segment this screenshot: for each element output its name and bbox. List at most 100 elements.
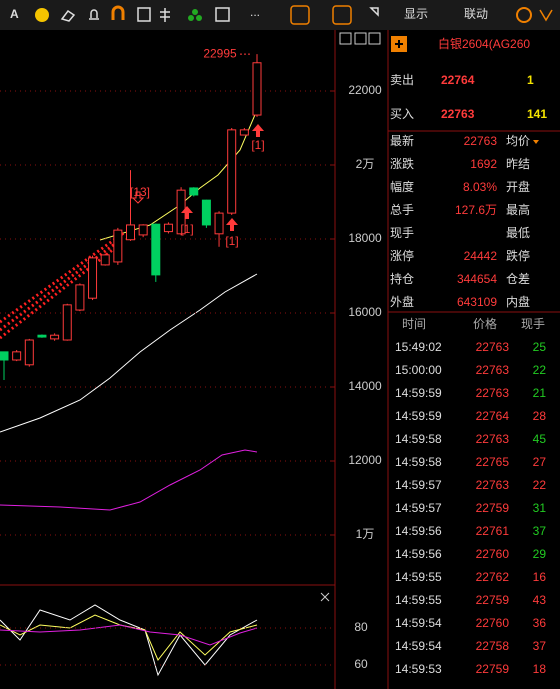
avg-arrow	[533, 140, 539, 144]
trade-time: 14:59:56	[395, 547, 442, 561]
trade-volume: 18	[533, 662, 547, 676]
trade-price: 22761	[476, 524, 510, 538]
candle-body	[151, 223, 161, 276]
stat-label: 总手	[390, 203, 414, 217]
stat-label: 涨停	[390, 248, 414, 263]
high-label: 22995	[203, 46, 237, 60]
trade-price: 22762	[476, 570, 510, 584]
trade-volume: 16	[533, 570, 547, 584]
indicator-tick-label: 60	[354, 657, 368, 671]
stat-value: 127.6万	[455, 203, 497, 217]
candle-body	[62, 304, 72, 341]
link-menu[interactable]: 联动	[464, 7, 488, 21]
trade-volume: 31	[533, 501, 547, 515]
trade-volume: 37	[533, 639, 547, 653]
y-tick-label: 1万	[356, 527, 375, 541]
ma-line	[0, 449, 258, 511]
stat-value: 1692	[470, 157, 497, 171]
toolbar-a[interactable]: A	[10, 7, 19, 21]
stat-value: 344654	[457, 272, 497, 286]
signal-label: [1]	[225, 234, 238, 248]
trade-volume: 45	[533, 432, 547, 446]
quote-volume: 1	[527, 73, 534, 87]
trade-price: 22763	[476, 363, 510, 377]
trade-volume: 21	[533, 386, 547, 400]
y-tick-label: 14000	[348, 379, 382, 393]
trade-price: 22763	[476, 478, 510, 492]
trades-header: 价格	[473, 316, 497, 331]
stat-label: 仓差	[506, 272, 530, 286]
trade-volume: 43	[533, 593, 547, 607]
candle-body	[214, 212, 224, 235]
candle-body	[50, 334, 60, 340]
trade-price: 22764	[476, 409, 510, 423]
candle-body	[189, 187, 199, 196]
chart-buttons	[320, 32, 381, 602]
stat-label: 外盘	[390, 294, 414, 309]
trade-time: 14:59:57	[395, 501, 442, 515]
candle-body	[12, 351, 22, 361]
indicator-line	[0, 624, 258, 646]
band-dots	[0, 230, 126, 340]
stat-value: 8.03%	[463, 180, 497, 194]
trade-volume: 22	[533, 363, 547, 377]
stat-label: 现手	[390, 226, 414, 240]
trade-price: 22763	[476, 340, 510, 354]
trade-price: 22763	[476, 386, 510, 400]
signal-arrow	[226, 218, 238, 231]
y-tick-label: 16000	[348, 305, 382, 319]
stat-label: 持仓	[390, 271, 414, 286]
trade-volume: 28	[533, 409, 547, 423]
y-tick-label: 2万	[356, 157, 375, 171]
stat-label: 最高	[506, 202, 530, 217]
trade-price: 22765	[476, 455, 510, 469]
ma-line	[0, 273, 258, 433]
quote-side: 买入	[390, 107, 414, 121]
display-menu[interactable]: 显示	[404, 7, 428, 21]
candle-body	[163, 223, 173, 233]
trade-time: 14:59:54	[395, 616, 442, 630]
signal-label: [1]	[251, 138, 264, 152]
toolbar-icons	[35, 5, 553, 25]
signal-arrow	[131, 191, 145, 204]
indicator-tick-label: 80	[354, 620, 368, 634]
trade-time: 15:49:02	[395, 340, 442, 354]
trade-time: 14:59:55	[395, 593, 442, 607]
y-tick-label: 12000	[348, 453, 382, 467]
trade-volume: 27	[533, 455, 547, 469]
indicator-line	[0, 604, 258, 677]
trade-time: 14:59:57	[395, 478, 442, 492]
trade-volume: 37	[533, 524, 547, 538]
toolbar	[0, 0, 560, 30]
stat-value: 24442	[464, 249, 498, 263]
stat-value: 643109	[457, 295, 497, 309]
trade-time: 14:59:56	[395, 524, 442, 538]
trade-volume: 29	[533, 547, 547, 561]
candle-body	[75, 284, 85, 311]
trade-time: 15:00:00	[395, 363, 442, 377]
quote-title: 白银2604(AG260	[438, 36, 530, 51]
signal-arrow	[181, 206, 193, 219]
candle-body	[88, 257, 98, 299]
candle-body	[227, 129, 237, 214]
indicator-line	[0, 614, 258, 661]
trade-price: 22760	[476, 616, 510, 630]
trade-price: 22759	[476, 593, 510, 607]
trade-volume: 22	[533, 478, 547, 492]
stat-label: 跌停	[506, 248, 530, 263]
stat-label: 均价	[506, 134, 530, 148]
candle-body	[24, 339, 34, 366]
ma-line	[99, 109, 258, 241]
quote-price: 22763	[441, 107, 475, 121]
trade-time: 14:59:58	[395, 432, 442, 446]
stat-label: 开盘	[506, 179, 530, 194]
trades-header: 现手	[521, 317, 545, 331]
candle-body	[138, 224, 148, 236]
trade-time: 14:59:58	[395, 455, 442, 469]
signal-label: [1]	[180, 222, 193, 236]
trade-volume: 25	[533, 340, 547, 354]
trade-volume: 36	[533, 616, 547, 630]
toolbar-more: ...	[250, 5, 260, 19]
